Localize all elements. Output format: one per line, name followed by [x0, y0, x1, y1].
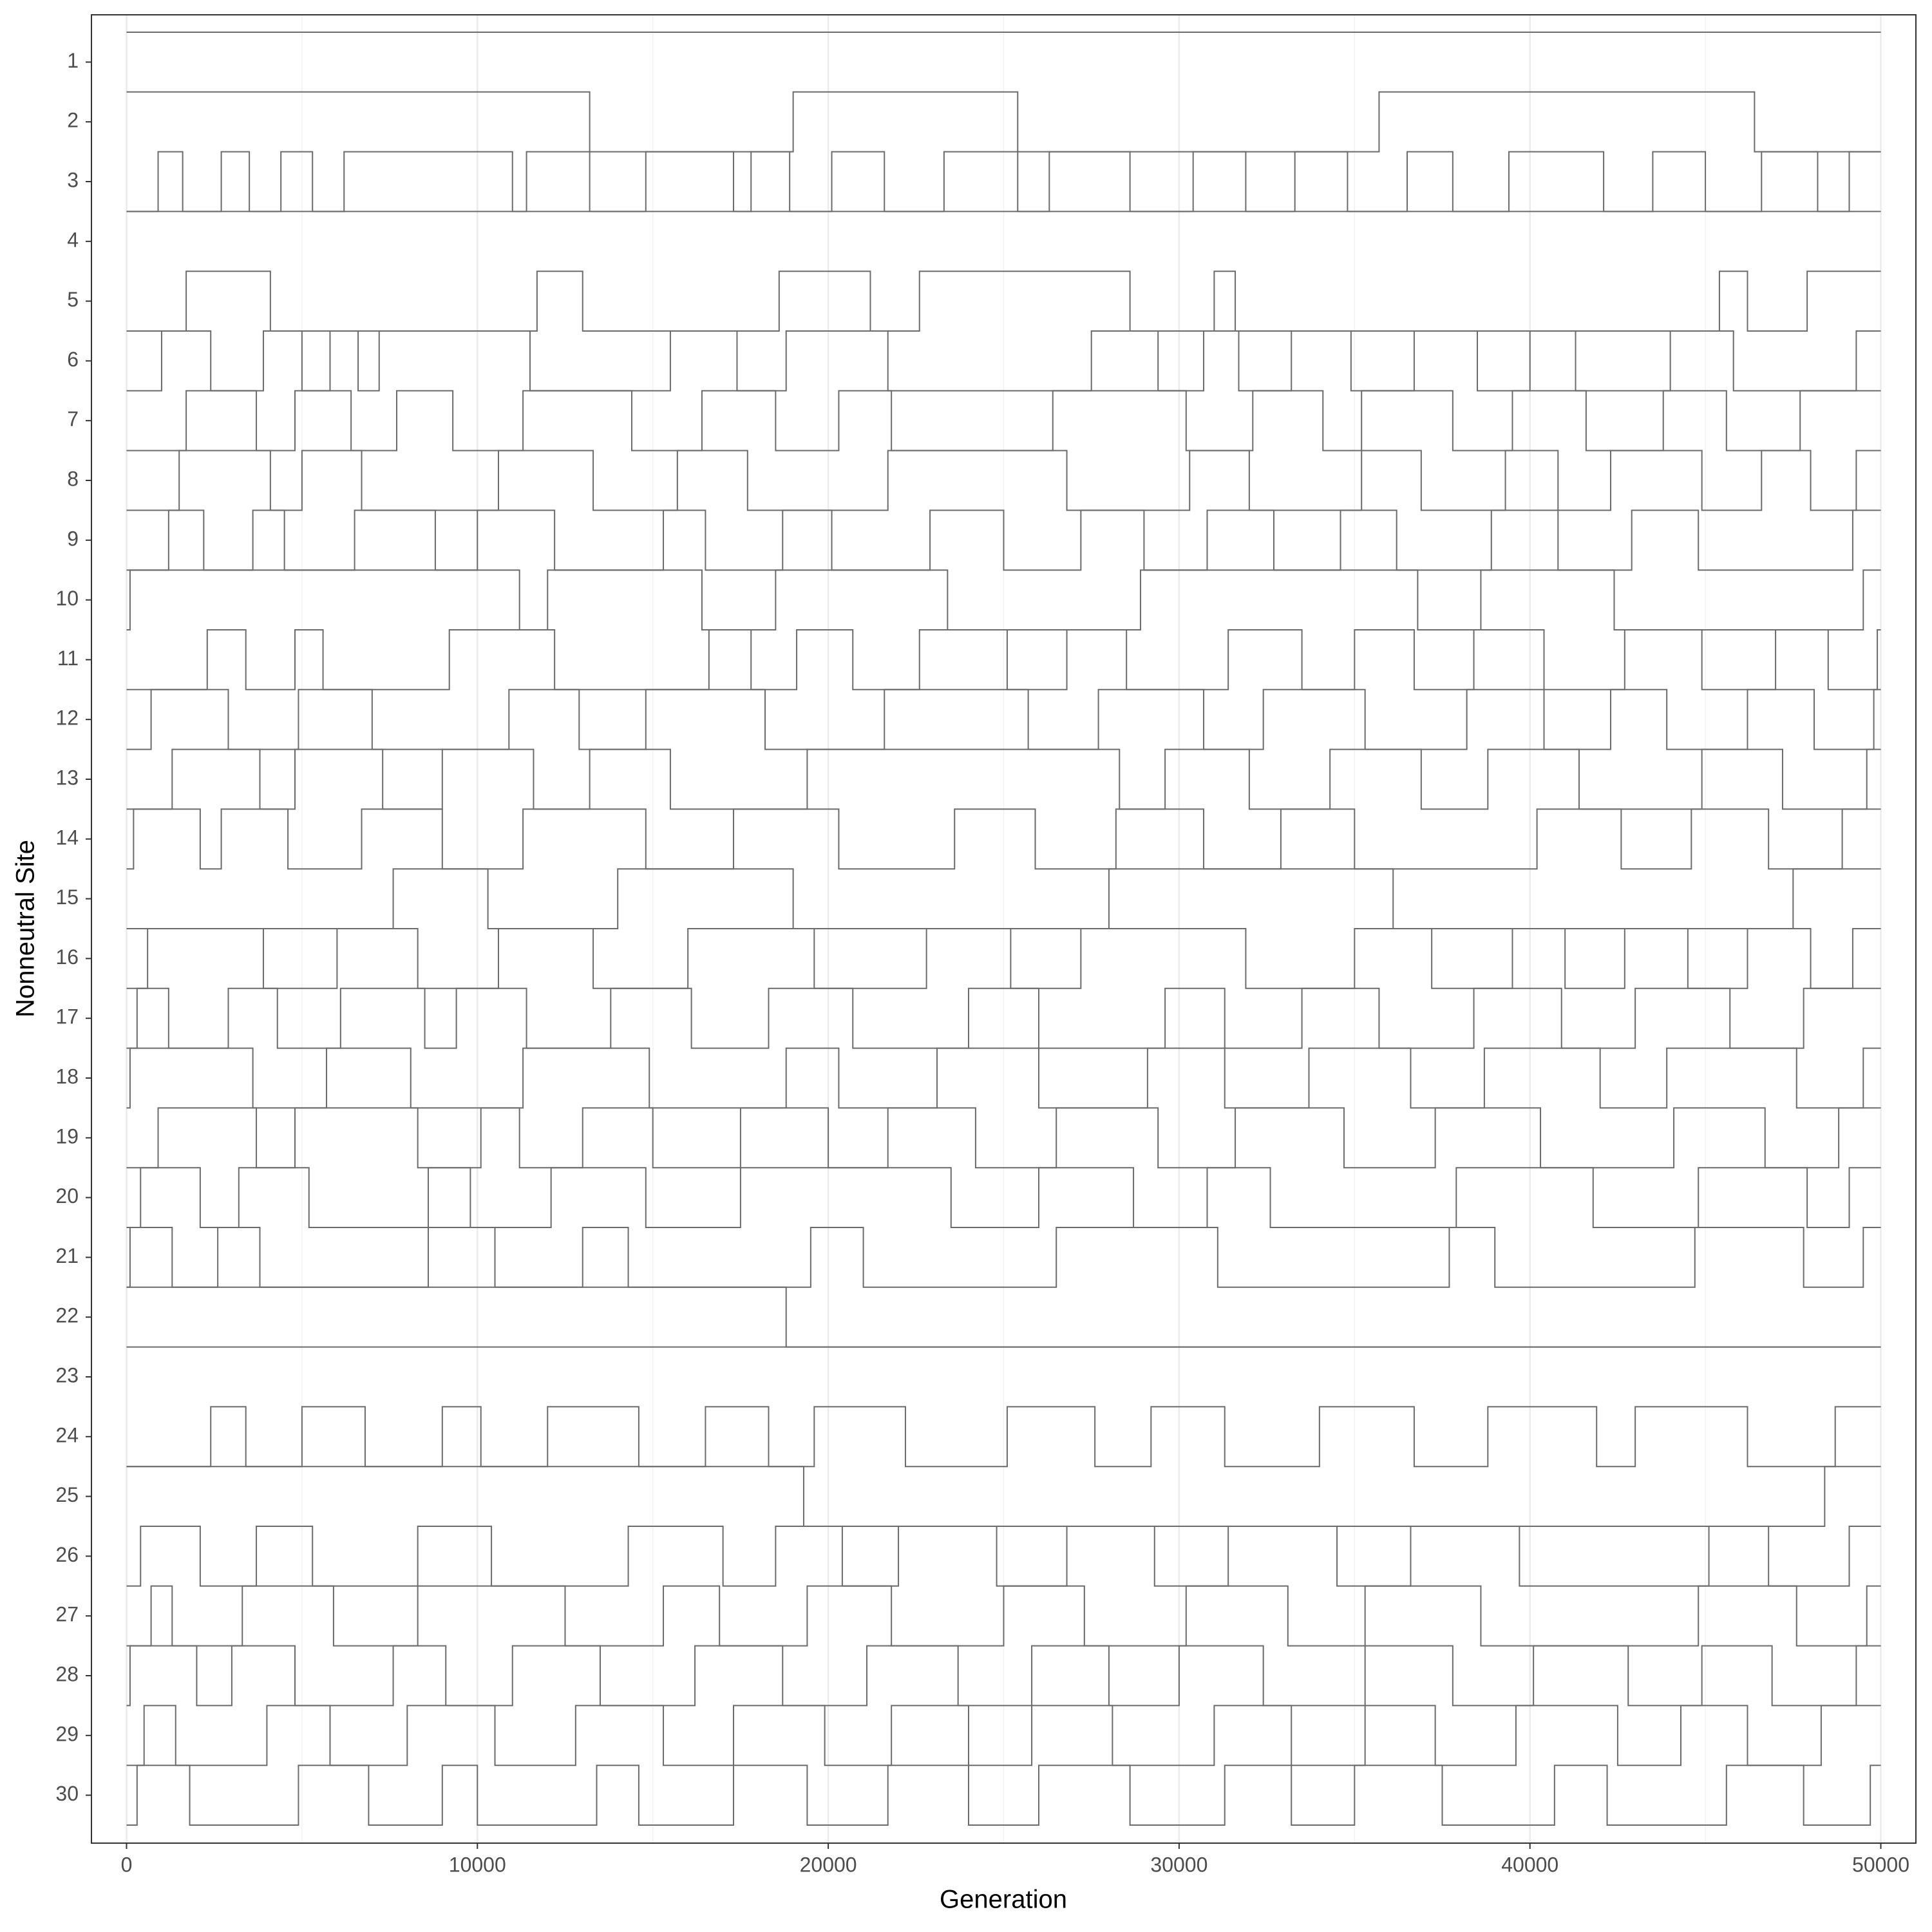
y-tick-label: 22 — [55, 1304, 79, 1327]
y-tick-label: 21 — [55, 1244, 79, 1267]
y-axis-title: Nonneutral Site — [12, 840, 40, 1018]
trajectory — [126, 390, 1881, 451]
labels: 0 10000 20000 30000 40000 5000012345678910111… — [55, 49, 1909, 1877]
trajectory — [126, 91, 1881, 153]
trajectory — [126, 151, 1881, 213]
y-tick-label: 17 — [55, 1005, 79, 1028]
trajectory — [126, 569, 1881, 630]
trajectory — [126, 1765, 1881, 1826]
y-tick-label: 5 — [67, 288, 79, 311]
trajectory — [126, 688, 1881, 750]
x-tick-label: 20000 — [800, 1853, 857, 1876]
y-tick-label: 23 — [55, 1363, 79, 1387]
y-tick-label: 20 — [55, 1184, 79, 1208]
y-tick-label: 19 — [55, 1124, 79, 1148]
trajectory — [126, 1406, 1881, 1468]
y-tick-label: 4 — [67, 228, 79, 251]
trajectory — [126, 629, 1881, 690]
trajectory — [126, 1585, 1881, 1647]
y-tick-label: 11 — [57, 647, 79, 670]
y-tick-label: 26 — [55, 1543, 79, 1566]
y-tick-label: 2 — [67, 109, 79, 132]
y-tick-label: 13 — [55, 766, 79, 789]
trajectory — [126, 1526, 1881, 1587]
x-tick-label: 0 — [121, 1853, 133, 1876]
y-tick-label: 16 — [55, 945, 79, 969]
y-tick-label: 28 — [55, 1662, 79, 1685]
y-tick-label: 29 — [55, 1722, 79, 1745]
trajectory — [126, 928, 1881, 989]
x-tick-label: 30000 — [1150, 1853, 1208, 1876]
y-tick-label: 10 — [55, 587, 79, 610]
trajectory — [126, 1107, 1881, 1169]
panel-border — [91, 14, 1917, 1844]
y-tick-label: 9 — [67, 527, 79, 550]
trajectory — [126, 987, 1881, 1049]
trajectory — [126, 868, 1881, 929]
x-axis-title: Generation — [940, 1886, 1067, 1914]
trajectory — [126, 509, 1881, 571]
x-tick-label: 40000 — [1501, 1853, 1558, 1876]
trajectories — [126, 32, 1881, 1826]
y-tick-label: 24 — [55, 1423, 79, 1446]
y-tick-label: 7 — [67, 408, 79, 431]
trajectory — [126, 450, 1881, 511]
trajectory — [126, 1645, 1881, 1707]
y-tick-label: 18 — [55, 1065, 79, 1088]
y-tick-label: 12 — [55, 706, 79, 730]
y-tick-label: 6 — [67, 348, 79, 371]
trajectory — [126, 808, 1881, 870]
trajectory — [126, 1227, 1881, 1288]
trajectory — [126, 748, 1881, 810]
x-tick-label: 10000 — [449, 1853, 506, 1876]
y-tick-label: 8 — [67, 467, 79, 490]
trajectory — [126, 1705, 1881, 1766]
y-tick-label: 14 — [55, 826, 79, 849]
y-tick-label: 1 — [67, 49, 79, 72]
y-tick-label: 30 — [55, 1782, 79, 1805]
x-tick-label: 50000 — [1852, 1853, 1909, 1876]
y-tick-label: 25 — [55, 1483, 79, 1506]
trajectory — [126, 1167, 1881, 1228]
y-tick-label: 3 — [67, 168, 79, 191]
y-tick-label: 27 — [55, 1603, 79, 1626]
trajectory — [126, 1047, 1881, 1109]
y-tick-label: 15 — [55, 886, 79, 909]
